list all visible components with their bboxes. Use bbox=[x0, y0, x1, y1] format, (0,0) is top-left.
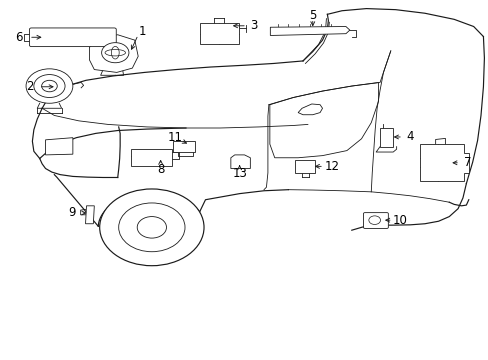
Polygon shape bbox=[298, 104, 322, 115]
Text: 9: 9 bbox=[68, 207, 76, 220]
Circle shape bbox=[102, 42, 129, 63]
FancyBboxPatch shape bbox=[173, 140, 195, 152]
Circle shape bbox=[34, 75, 65, 98]
Polygon shape bbox=[89, 35, 138, 72]
Polygon shape bbox=[85, 206, 94, 224]
Text: 1: 1 bbox=[138, 25, 145, 38]
Polygon shape bbox=[230, 155, 250, 168]
Text: 8: 8 bbox=[157, 163, 164, 176]
FancyBboxPatch shape bbox=[131, 149, 172, 166]
Text: 11: 11 bbox=[167, 131, 183, 144]
Circle shape bbox=[119, 203, 184, 252]
Text: 12: 12 bbox=[324, 160, 339, 173]
FancyBboxPatch shape bbox=[199, 23, 238, 44]
Text: 2: 2 bbox=[26, 80, 34, 93]
Circle shape bbox=[41, 80, 57, 92]
Polygon shape bbox=[270, 27, 349, 36]
Text: 13: 13 bbox=[232, 167, 246, 180]
Polygon shape bbox=[419, 144, 468, 181]
Text: 10: 10 bbox=[392, 214, 407, 227]
Circle shape bbox=[100, 189, 203, 266]
Text: 6: 6 bbox=[16, 31, 23, 44]
Text: 7: 7 bbox=[463, 156, 470, 169]
Circle shape bbox=[368, 216, 380, 225]
Circle shape bbox=[137, 217, 166, 238]
Polygon shape bbox=[45, 138, 73, 155]
Text: 4: 4 bbox=[406, 130, 413, 144]
FancyBboxPatch shape bbox=[294, 160, 315, 173]
FancyBboxPatch shape bbox=[29, 28, 116, 46]
FancyBboxPatch shape bbox=[363, 213, 387, 228]
Text: 3: 3 bbox=[250, 19, 257, 32]
Text: 5: 5 bbox=[308, 9, 316, 22]
Circle shape bbox=[26, 69, 73, 103]
Polygon shape bbox=[379, 128, 392, 147]
